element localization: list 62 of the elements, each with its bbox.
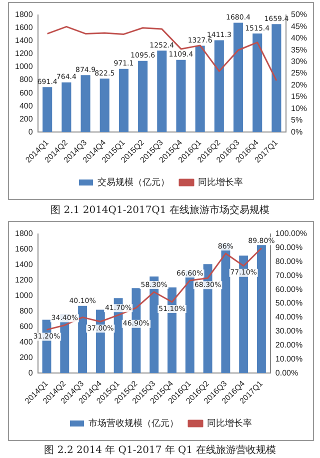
y2-tick-label: 0.00% <box>275 368 298 378</box>
text: 图 2.2 2014 年 Q1-2017 年 Q1 在线旅游营收规模 <box>43 444 277 457</box>
y2-tick-label: 5% <box>290 116 303 125</box>
bar <box>195 46 205 132</box>
bar <box>80 75 90 132</box>
y2-tick-label: 80.00% <box>275 257 303 266</box>
y-tick-label: 1200 <box>15 276 34 285</box>
bar <box>272 24 282 132</box>
y2-tick-label: 90.00% <box>275 243 303 252</box>
y2-tick-label: 20.00% <box>275 340 303 350</box>
bar <box>138 60 148 132</box>
y-tick-label: 1800 <box>15 10 34 20</box>
y2-tick-label: 45% <box>290 22 308 31</box>
y2-tick-label: 30% <box>290 57 308 66</box>
bar <box>157 50 167 132</box>
y-tick-label: 400 <box>19 337 34 346</box>
legend-label: 市场营收规模（亿元） <box>88 418 178 428</box>
y-tick-label: 400 <box>19 101 34 110</box>
bar <box>176 60 186 132</box>
bar <box>214 40 224 132</box>
y-tick-label: 200 <box>19 114 34 124</box>
y2-tick-label: 50.00% <box>275 298 303 308</box>
y-tick-label: 1600 <box>15 244 34 254</box>
y2-tick-label: 25% <box>290 68 308 78</box>
bar <box>78 306 88 374</box>
y2-tick-label: 40.00% <box>275 312 303 322</box>
y-tick-label: 1000 <box>15 62 34 72</box>
y-tick-label: 800 <box>19 306 34 316</box>
bar <box>100 78 110 132</box>
y2-tick-label: 20% <box>290 80 308 90</box>
bar <box>252 34 262 132</box>
y2-tick-label: 35% <box>290 45 308 54</box>
y-tick-label: 800 <box>19 75 34 84</box>
bar <box>233 22 244 132</box>
bar <box>62 82 72 132</box>
y-tick-label: 1400 <box>15 36 34 46</box>
y2-tick-label: 40% <box>290 34 308 43</box>
y2-tick-label: 30.00% <box>275 326 303 336</box>
y2-tick-label: 100.00% <box>275 229 308 238</box>
y2-tick-label: 10.00% <box>275 354 303 364</box>
y-tick-label: 200 <box>19 352 34 362</box>
bar <box>42 87 52 132</box>
legend-label: 同比增长率 <box>207 418 252 428</box>
text: 图 2.1 2014Q1-2017Q1 在线旅游市场交易规模 <box>50 204 270 217</box>
bar <box>118 68 128 132</box>
y-tick-label: 1600 <box>15 23 34 32</box>
y-tick-label: 1000 <box>15 291 34 300</box>
y-tick-label: 1200 <box>15 49 34 58</box>
y2-tick-label: 70.00% <box>275 270 303 280</box>
y2-tick-label: 10% <box>290 104 308 113</box>
legend-label: 同比增长率 <box>198 176 243 187</box>
y2-tick-label: 60.00% <box>275 284 303 294</box>
y-tick-label: 1400 <box>15 260 34 270</box>
y2-tick-label: 0% <box>290 127 303 136</box>
legend-label: 交易规模（亿元） <box>98 176 170 187</box>
y-tick-label: 0 <box>28 127 34 136</box>
y-tick-label: 600 <box>19 322 34 331</box>
y2-tick-label: 15% <box>290 92 308 102</box>
y2-tick-label: 50% <box>290 10 308 20</box>
y-tick-label: 1800 <box>15 229 34 238</box>
y-tick-label: 0 <box>28 368 34 378</box>
y-tick-label: 600 <box>19 88 34 98</box>
